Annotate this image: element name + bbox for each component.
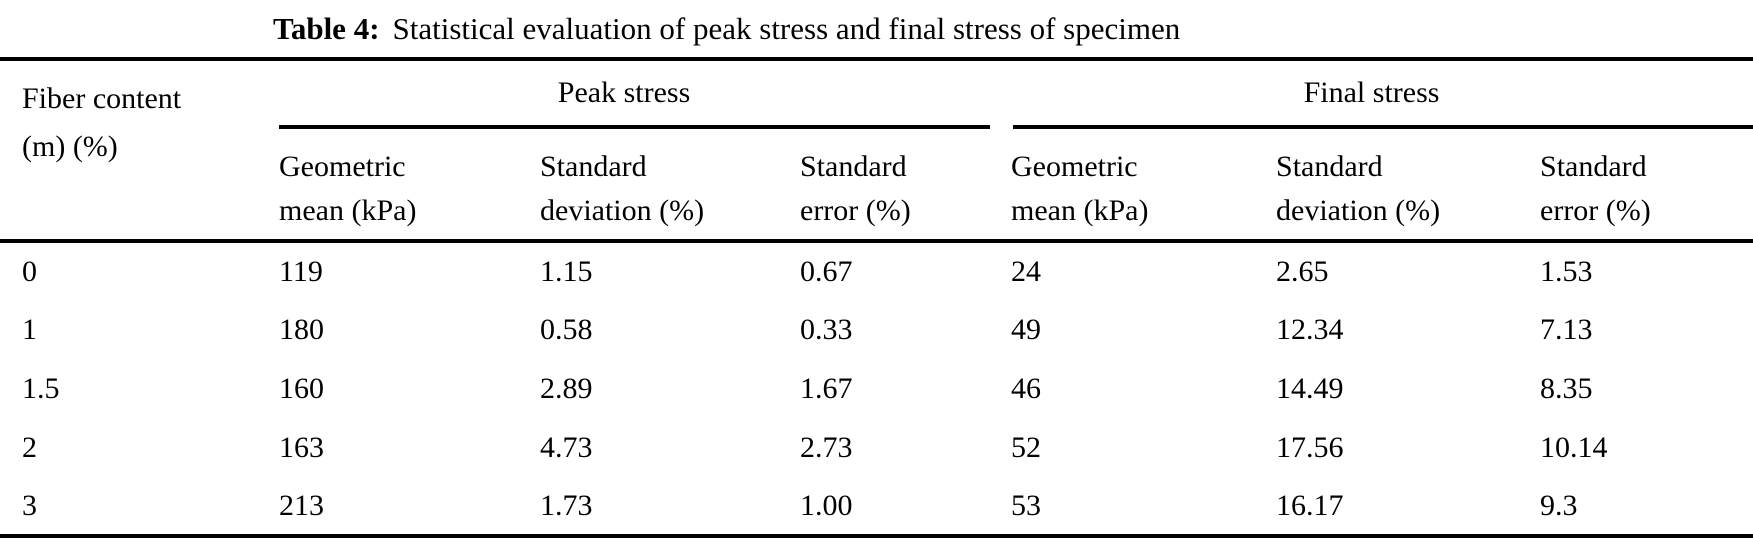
subheader-line1: Standard xyxy=(1540,150,1647,183)
group-header-row: Fiber content (m) (%) Peak stress Final … xyxy=(0,59,1753,243)
column-header-final-geometric-mean: Geometric mean (kPa) xyxy=(990,129,1256,243)
table-row-fiber-2: 2 163 4.73 2.73 52 17.56 10.14 xyxy=(0,418,1753,477)
cell-final-standard-error: 7.13 xyxy=(1540,312,1593,346)
cell-peak-standard-error: 2.73 xyxy=(800,430,853,464)
cell-peak-standard-error: 0.67 xyxy=(800,254,853,288)
table-header: Fiber content (m) (%) Peak stress Final … xyxy=(0,59,1753,243)
column-header-peak-standard-error: Standard error (%) xyxy=(779,129,991,243)
subheader-line1: Geometric xyxy=(279,150,406,183)
corner-header-line1: Fiber content xyxy=(22,82,182,115)
subheader-line2: error (%) xyxy=(800,194,911,227)
cell-final-geometric-mean: 53 xyxy=(1011,488,1042,522)
cell-fiber-content: 3 xyxy=(22,488,37,522)
cell-fiber-content: 1.5 xyxy=(22,371,60,405)
table-row-fiber-1: 1 180 0.58 0.33 49 12.34 7.13 xyxy=(0,300,1753,359)
cell-final-standard-deviation: 17.56 xyxy=(1276,430,1344,464)
cell-peak-standard-deviation: 1.73 xyxy=(540,488,593,522)
subheader-line1: Standard xyxy=(540,150,647,183)
column-header-final-standard-deviation: Standard deviation (%) xyxy=(1255,129,1520,243)
subheader-row: Geometric mean (kPa) Standard deviation … xyxy=(0,129,1753,243)
column-header-final-standard-error: Standard error (%) xyxy=(1519,129,1753,243)
cell-final-standard-error: 10.14 xyxy=(1540,430,1608,464)
subheader-line2: error (%) xyxy=(1540,194,1651,227)
cell-final-standard-error: 8.35 xyxy=(1540,371,1593,405)
table-row-fiber-1-5: 1.5 160 2.89 1.67 46 14.49 8.35 xyxy=(0,359,1753,418)
column-group-peak-stress: Peak stress xyxy=(258,59,991,129)
cell-final-geometric-mean: 24 xyxy=(1011,254,1042,288)
cell-peak-standard-error: 0.33 xyxy=(800,312,853,346)
column-group-final-stress: Final stress xyxy=(990,59,1753,129)
table-caption: Table 4: Statistical evaluation of peak … xyxy=(0,0,1753,57)
cell-final-geometric-mean: 49 xyxy=(1011,312,1042,346)
corner-header-fiber-content: Fiber content (m) (%) xyxy=(0,59,258,243)
cell-peak-standard-error: 1.67 xyxy=(800,371,853,405)
cell-fiber-content: 0 xyxy=(22,254,37,288)
subheader-line1: Geometric xyxy=(1011,150,1138,183)
cell-final-standard-error: 1.53 xyxy=(1540,254,1593,288)
cell-fiber-content: 1 xyxy=(22,312,37,346)
cell-final-standard-error: 9.3 xyxy=(1540,488,1578,522)
subheader-line2: mean (kPa) xyxy=(279,194,417,227)
cell-peak-standard-deviation: 4.73 xyxy=(540,430,593,464)
cell-peak-standard-deviation: 1.15 xyxy=(540,254,593,288)
cell-peak-geometric-mean: 180 xyxy=(279,312,324,346)
cell-peak-standard-deviation: 0.58 xyxy=(540,312,593,346)
table-row-fiber-3: 3 213 1.73 1.00 53 16.17 9.3 xyxy=(0,477,1753,536)
cell-peak-geometric-mean: 119 xyxy=(279,254,323,288)
cell-peak-geometric-mean: 213 xyxy=(279,488,324,522)
column-header-peak-standard-deviation: Standard deviation (%) xyxy=(519,129,779,243)
table-caption-label: Table 4: xyxy=(273,10,380,46)
subheader-line2: mean (kPa) xyxy=(1011,194,1149,227)
table-body: 0 119 1.15 0.67 24 2.65 1.53 1 180 0.58 … xyxy=(0,241,1753,536)
cell-peak-standard-error: 1.00 xyxy=(800,488,853,522)
group-underline-peak xyxy=(279,125,991,129)
cell-final-standard-deviation: 14.49 xyxy=(1276,371,1344,405)
cell-final-standard-deviation: 12.34 xyxy=(1276,312,1344,346)
subheader-line1: Standard xyxy=(800,150,907,183)
subheader-line2: deviation (%) xyxy=(540,194,705,227)
cell-peak-geometric-mean: 160 xyxy=(279,371,324,405)
cell-peak-geometric-mean: 163 xyxy=(279,430,324,464)
table-caption-text: Statistical evaluation of peak stress an… xyxy=(392,10,1181,46)
corner-header-line2: (m) (%) xyxy=(22,130,118,163)
column-header-peak-geometric-mean: Geometric mean (kPa) xyxy=(258,129,519,243)
table-row-fiber-0: 0 119 1.15 0.67 24 2.65 1.53 xyxy=(0,241,1753,300)
cell-fiber-content: 2 xyxy=(22,430,37,464)
cell-final-standard-deviation: 2.65 xyxy=(1276,254,1329,288)
statistics-table: Fiber content (m) (%) Peak stress Final … xyxy=(0,57,1753,538)
cell-final-standard-deviation: 16.17 xyxy=(1276,488,1344,522)
cell-final-geometric-mean: 52 xyxy=(1011,430,1042,464)
subheader-line2: deviation (%) xyxy=(1276,194,1441,227)
group-label-peak-stress: Peak stress xyxy=(557,76,691,109)
group-label-final-stress: Final stress xyxy=(1303,76,1440,109)
group-underline-final xyxy=(1013,125,1753,129)
cell-peak-standard-deviation: 2.89 xyxy=(540,371,593,405)
cell-final-geometric-mean: 46 xyxy=(1011,371,1042,405)
subheader-line1: Standard xyxy=(1276,150,1383,183)
